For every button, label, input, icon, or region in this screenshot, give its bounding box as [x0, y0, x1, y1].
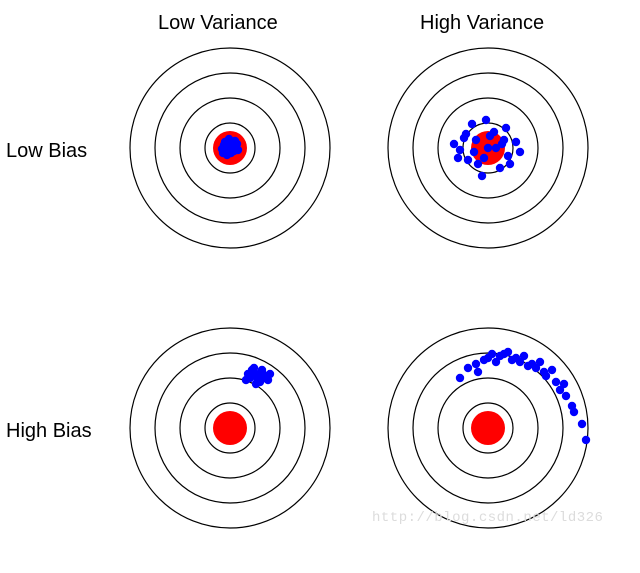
target-low-bias-low-variance [90, 8, 370, 288]
target-low-bias-high-variance [348, 8, 628, 288]
target-high-bias-low-variance [90, 288, 370, 568]
row-label-high-bias: High Bias [6, 420, 92, 443]
row-label-low-bias: Low Bias [6, 140, 87, 163]
target-high-bias-high-variance [348, 288, 628, 568]
watermark-text: http://blog.csdn.net/ld326 [372, 510, 603, 526]
